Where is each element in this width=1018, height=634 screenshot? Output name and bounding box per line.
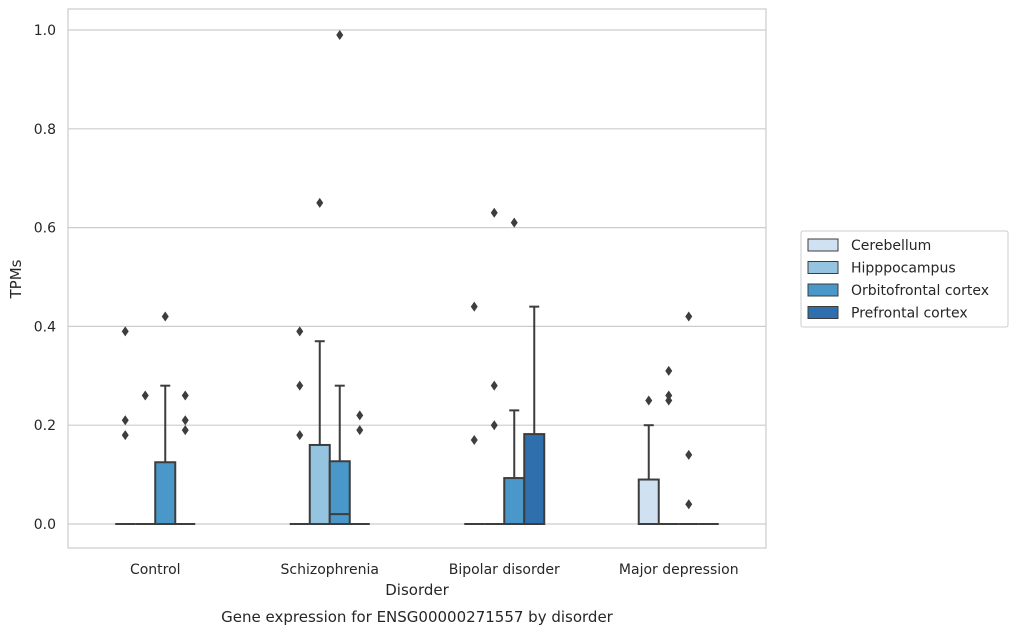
y-tick-label: 0.4 — [34, 319, 56, 335]
box-group — [637, 395, 660, 526]
box-rect — [503, 477, 526, 526]
outlier-point — [645, 395, 653, 406]
box-group — [484, 207, 505, 525]
outlier-point — [121, 430, 129, 441]
outlier-point — [336, 29, 344, 40]
box-group — [349, 410, 370, 525]
box-group — [523, 305, 546, 526]
outlier-point — [665, 390, 673, 401]
outlier-point — [356, 410, 364, 421]
box-group — [289, 326, 310, 525]
outlier-point — [490, 420, 498, 431]
outlier-point — [121, 415, 129, 426]
outlier-point — [141, 390, 149, 401]
box-rect — [523, 433, 546, 526]
y-axis-label: TPMs — [7, 259, 25, 299]
legend-swatch — [807, 306, 839, 319]
y-tick-label: 0.0 — [34, 517, 56, 533]
outlier-point — [121, 326, 129, 337]
y-tick-label: 0.2 — [34, 418, 56, 434]
legend-label: Cerebellum — [851, 238, 931, 254]
outlier-point — [356, 425, 364, 436]
box-rect — [328, 460, 351, 525]
box-rect — [308, 443, 331, 525]
box-group — [658, 365, 679, 525]
outlier-point — [665, 365, 673, 376]
y-tick-labels: 0.0 0.2 0.4 0.6 0.8 1.0 — [34, 23, 56, 533]
grid-lines — [68, 29, 766, 525]
outlier-point — [685, 311, 693, 322]
y-tick-label: 0.6 — [34, 221, 56, 237]
box-group — [135, 390, 156, 525]
plot-frame — [67, 8, 767, 549]
legend-swatch — [807, 238, 839, 252]
outlier-point — [470, 301, 478, 312]
figure-caption: Gene expression for ENSG00000271557 by d… — [221, 608, 614, 626]
outlier-point — [490, 380, 498, 391]
legend-swatch — [807, 283, 839, 297]
box-marks — [115, 29, 719, 526]
outlier-point — [181, 425, 189, 436]
x-tick-label: Major depression — [619, 562, 739, 578]
outlier-point — [685, 499, 693, 510]
legend: Cerebellum Hipppocampus Orbitofrontal cort… — [800, 230, 1009, 328]
x-axis-label: Disorder — [385, 581, 449, 599]
outlier-point — [296, 380, 304, 391]
box-group — [503, 217, 526, 526]
outlier-point — [685, 449, 693, 460]
box-group — [678, 311, 699, 525]
legend-label: Hipppocampus — [851, 261, 956, 277]
legend-label: Prefrontal cortex — [851, 306, 968, 322]
legend-frame — [800, 230, 1009, 328]
outlier-point — [510, 217, 518, 228]
x-tick-label: Bipolar disorder — [449, 562, 560, 578]
outlier-point — [490, 207, 498, 218]
outlier-point — [296, 430, 304, 441]
box-group — [154, 311, 177, 525]
x-tick-labels: Control Schizophrenia Bipolar disorder Majo… — [130, 562, 739, 578]
outlier-point — [296, 326, 304, 337]
outlier-point — [181, 390, 189, 401]
box-group — [308, 197, 331, 525]
box-rect — [154, 461, 177, 525]
box-rect — [637, 478, 660, 526]
legend-swatch — [807, 261, 839, 274]
x-tick-label: Schizophrenia — [281, 562, 379, 578]
box-group — [115, 326, 136, 525]
y-tick-label: 1.0 — [34, 23, 56, 39]
outlier-point — [161, 311, 169, 322]
outlier-point — [316, 197, 324, 208]
legend-label: Orbitofrontal cortex — [851, 283, 989, 299]
y-tick-label: 0.8 — [34, 122, 56, 138]
x-tick-label: Control — [130, 562, 181, 578]
outlier-point — [470, 435, 478, 446]
box-group — [175, 390, 196, 525]
box-group — [328, 29, 351, 525]
outlier-point — [181, 415, 189, 426]
box-group — [464, 301, 485, 525]
